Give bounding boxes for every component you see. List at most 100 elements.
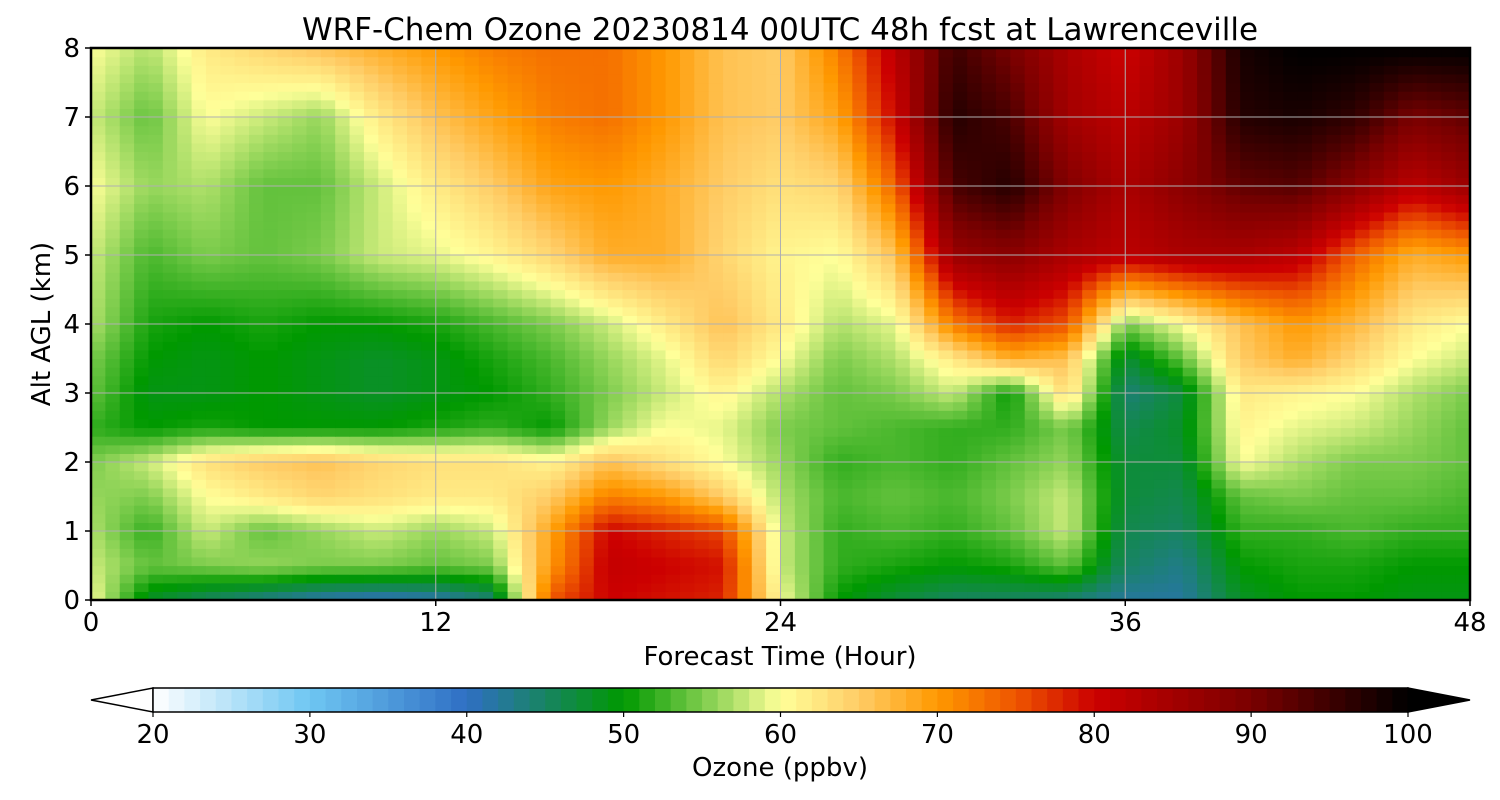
heatmap-cell <box>593 229 609 239</box>
heatmap-cell <box>277 393 293 403</box>
heatmap-cell <box>1211 496 1227 506</box>
heatmap-cell <box>852 539 868 549</box>
heatmap-cell <box>1125 358 1141 368</box>
heatmap-cell <box>320 505 336 515</box>
heatmap-cell <box>809 332 825 342</box>
heatmap-cell <box>177 384 193 394</box>
heatmap-cell <box>651 436 667 446</box>
heatmap-cell <box>751 436 767 446</box>
heatmap-cell <box>651 203 667 213</box>
heatmap-cell <box>1168 280 1184 291</box>
heatmap-cell <box>1297 479 1313 489</box>
heatmap-cell <box>306 401 322 411</box>
heatmap-cell <box>1297 341 1313 351</box>
heatmap-cell <box>608 289 624 299</box>
heatmap-cell <box>1067 168 1083 178</box>
heatmap-cell <box>1326 375 1342 385</box>
heatmap-cell <box>852 186 868 196</box>
heatmap-cell <box>565 436 580 446</box>
heatmap-cell <box>952 556 968 567</box>
heatmap-cell <box>1412 470 1428 480</box>
heatmap-cell <box>1268 393 1284 403</box>
heatmap-cell <box>1139 427 1155 437</box>
heatmap-cell <box>407 220 422 230</box>
heatmap-cell <box>335 522 351 532</box>
heatmap-cell <box>1426 522 1442 532</box>
heatmap-cell <box>1355 298 1371 308</box>
heatmap-cell <box>1383 237 1399 247</box>
heatmap-cell <box>134 177 150 187</box>
heatmap-cell <box>421 444 437 454</box>
heatmap-cell <box>924 168 940 178</box>
heatmap-cell <box>435 427 451 437</box>
heatmap-cell <box>1283 548 1299 558</box>
heatmap-cell <box>1125 160 1141 170</box>
heatmap-cell <box>1340 332 1356 342</box>
heatmap-cell <box>249 539 264 549</box>
heatmap-cell <box>177 298 193 308</box>
heatmap-cell <box>1211 289 1227 299</box>
heatmap-cell <box>1369 453 1385 463</box>
heatmap-cell <box>1383 410 1399 420</box>
heatmap-cell <box>1125 263 1141 273</box>
heatmap-cell <box>751 263 767 273</box>
heatmap-cell <box>119 539 135 549</box>
heatmap-cell <box>665 160 681 170</box>
heatmap-cell <box>392 237 408 247</box>
heatmap-cell <box>1340 358 1356 368</box>
heatmap-cell <box>1197 324 1213 334</box>
heatmap-cell <box>148 427 164 437</box>
heatmap-cell <box>119 462 135 472</box>
heatmap-cell <box>119 341 135 351</box>
heatmap-cell <box>1254 367 1270 377</box>
heatmap-cell <box>708 479 724 489</box>
heatmap-cell <box>952 505 968 515</box>
heatmap-cell <box>363 505 379 515</box>
heatmap-cell <box>1355 427 1371 437</box>
heatmap-cell <box>363 298 379 308</box>
heatmap-cell <box>1153 582 1169 592</box>
heatmap-cell <box>723 427 739 437</box>
heatmap-cell <box>1067 470 1083 480</box>
heatmap-cell <box>292 470 308 480</box>
heatmap-cell <box>1039 462 1055 472</box>
heatmap-cell <box>1268 160 1284 170</box>
heatmap-cell <box>593 496 609 506</box>
heatmap-cell <box>493 574 509 584</box>
heatmap-cell <box>1067 582 1083 592</box>
heatmap-cell <box>967 341 983 351</box>
heatmap-cell <box>450 531 466 541</box>
heatmap-cell <box>1139 298 1155 308</box>
heatmap-cell <box>1326 324 1342 334</box>
heatmap-cell <box>1355 358 1371 368</box>
heatmap-cell <box>708 548 724 558</box>
heatmap-cell <box>1369 194 1385 204</box>
heatmap-cell <box>1326 531 1342 541</box>
heatmap-cell <box>148 186 164 196</box>
heatmap-cell <box>1398 151 1414 161</box>
heatmap-cell <box>521 539 537 549</box>
heatmap-cell <box>593 444 609 454</box>
heatmap-cell <box>967 203 983 213</box>
heatmap-cell <box>895 315 911 325</box>
heatmap-cell <box>363 522 379 532</box>
heatmap-cell <box>91 349 106 360</box>
heatmap-cell <box>407 315 422 325</box>
heatmap-cell <box>636 237 652 247</box>
heatmap-cell <box>507 427 523 437</box>
heatmap-cell <box>493 349 509 360</box>
heatmap-cell <box>924 237 940 247</box>
heatmap-cell <box>866 272 882 282</box>
heatmap-cell <box>1225 367 1241 377</box>
heatmap-cell <box>1110 505 1126 515</box>
heatmap-cell <box>679 168 695 178</box>
heatmap-cell <box>349 418 365 429</box>
heatmap-cell <box>1455 505 1470 515</box>
heatmap-cell <box>1254 539 1270 549</box>
heatmap-cell <box>1455 332 1470 342</box>
heatmap-cell <box>1268 548 1284 558</box>
heatmap-cell <box>881 375 897 385</box>
heatmap-cell <box>1225 177 1241 187</box>
heatmap-cell <box>665 453 681 463</box>
heatmap-cell <box>909 186 925 196</box>
